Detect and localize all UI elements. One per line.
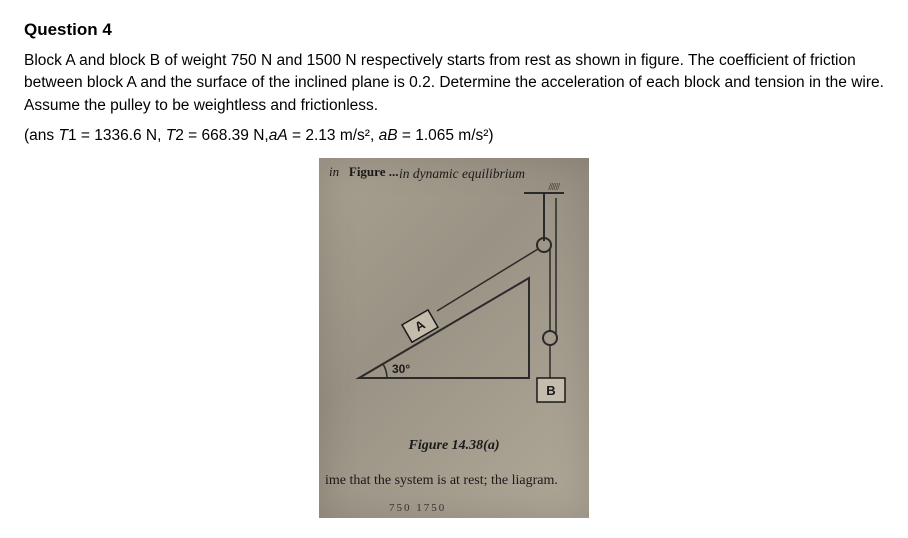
aB-val: = 1.065 m/s²) [398,127,494,144]
diagram-svg: A B [329,183,579,413]
fig-top-in: in Figure ... [329,164,398,180]
figure-container: in Figure ... in dynamic equilibrium ///… [24,158,884,518]
block-b-label: B [546,383,555,398]
figure-footer-nums: 750 1750 [389,502,446,514]
aA-var: aA [269,127,288,144]
question-container: Question 4 Block A and block B of weight… [24,20,884,518]
t1-var: T [58,127,67,144]
aA-val: = 2.13 m/s², [288,127,379,144]
fig-top-equilib: in dynamic equilibrium [399,166,525,182]
t1-val: 1 = 1336.6 N, [68,127,166,144]
t2-val: 2 = 668.39 N, [175,127,269,144]
ans-prefix: (ans [24,127,58,144]
figure-bottom-text: ime that the system is at rest; the liag… [325,472,583,490]
figure-photo: in Figure ... in dynamic equilibrium ///… [319,158,589,518]
question-body: Block A and block B of weight 750 N and … [24,50,884,117]
question-title: Question 4 [24,20,884,40]
angle-label: 30° [392,362,410,376]
aB-var: aB [379,127,398,144]
t2-var: T [166,127,175,144]
figure-caption: Figure 14.38(a) [319,438,589,454]
answer-line: (ans T1 = 1336.6 N, T2 = 668.39 N,aA = 2… [24,125,884,147]
fig-top-label: Figure ... [349,164,399,179]
